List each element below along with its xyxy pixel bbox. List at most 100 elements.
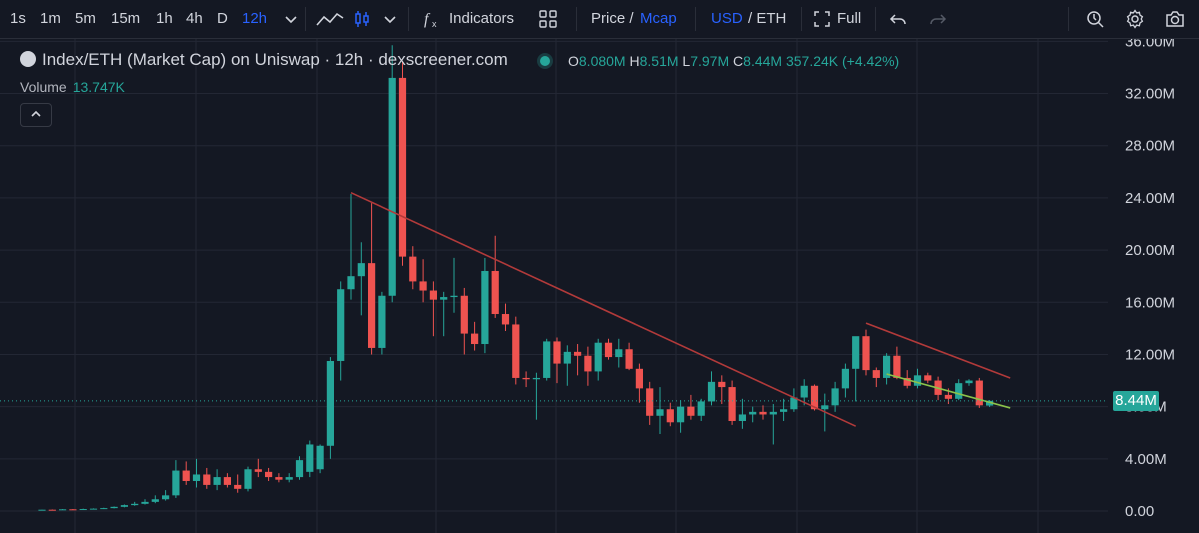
redo-icon[interactable] (928, 9, 948, 29)
interval-15m[interactable]: 15m (111, 10, 141, 27)
candle-body (306, 444, 314, 472)
interval-1h[interactable]: 1h (156, 10, 173, 27)
candle-body (553, 341, 561, 364)
fullscreen-icon[interactable] (812, 9, 832, 29)
candle-body (862, 336, 870, 371)
candle-body (440, 297, 448, 300)
chart-area[interactable]: 0.004.00M8.00M12.00M16.00M20.00M24.00M28… (0, 39, 1199, 533)
y-tick-label: 16.00M (1125, 294, 1175, 311)
candle-body (697, 401, 705, 416)
divider (695, 7, 696, 31)
candle-body (625, 349, 633, 369)
low-value: 7.97M (690, 53, 730, 69)
divider (305, 7, 306, 31)
chevron-up-icon (31, 110, 41, 117)
svg-text:f: f (424, 11, 431, 28)
candle-body (316, 445, 324, 470)
interval-5m[interactable]: 5m (75, 10, 96, 27)
volume-value: 13.747K (72, 79, 125, 95)
divider (408, 7, 409, 31)
candle-body (543, 341, 551, 378)
volume-readout: Volume 13.747K (20, 79, 125, 95)
indicators-button[interactable]: Indicators (449, 10, 515, 27)
candle-body (718, 381, 726, 388)
trendline-resistance (350, 191, 857, 427)
candle-body (810, 385, 819, 410)
eth-toggle[interactable]: / ETH (748, 10, 787, 27)
change-value: 357.24K (+4.42%) (785, 53, 900, 69)
candle-body (409, 256, 417, 282)
candle-body (965, 380, 973, 384)
mcap-toggle[interactable]: Mcap (640, 10, 677, 27)
candle-body (110, 506, 118, 509)
divider (875, 7, 876, 31)
candle-body (131, 503, 139, 506)
candle-body (821, 405, 829, 410)
layout-icon[interactable] (538, 9, 558, 29)
candle-body (151, 499, 159, 502)
trendline-lower-channel (886, 373, 1011, 409)
candle-body (450, 295, 458, 298)
interval-1s[interactable]: 1s (10, 10, 26, 27)
candle-body (398, 77, 407, 257)
candle-body (574, 351, 582, 356)
y-tick-label: 4.00M (1125, 451, 1167, 468)
camera-icon[interactable] (1165, 9, 1185, 29)
chevron-down-icon[interactable] (281, 9, 301, 29)
candle-body (59, 509, 67, 511)
candle-body (295, 460, 304, 478)
candle-body (749, 411, 757, 415)
candle-body (378, 295, 386, 348)
candle-body (975, 380, 983, 406)
interval-d[interactable]: D (217, 10, 228, 27)
candle-body (223, 477, 231, 485)
candlestick-chart[interactable]: 0.004.00M8.00M12.00M16.00M20.00M24.00M28… (0, 39, 1199, 533)
close-value: 8.44M (743, 53, 783, 69)
candle-body (615, 349, 623, 358)
y-tick-label: 36.00M (1125, 39, 1175, 50)
usd-toggle[interactable]: USD (711, 10, 743, 27)
candle-body (656, 409, 664, 416)
open-value: 8.080M (578, 53, 626, 69)
interval-4h[interactable]: 4h (186, 10, 203, 27)
candles-icon[interactable] (352, 9, 372, 29)
settings-icon[interactable] (1125, 9, 1145, 29)
y-tick-label: 28.00M (1125, 138, 1175, 155)
candle-body (182, 470, 190, 481)
candle-body (141, 501, 149, 504)
candle-body (924, 375, 932, 381)
line-chart-icon[interactable] (315, 9, 345, 29)
candle-body (852, 336, 860, 369)
chevron-down-icon[interactable] (380, 9, 400, 29)
divider (1068, 7, 1069, 31)
price-toggle[interactable]: Price / (591, 10, 634, 27)
candle-body (192, 474, 201, 481)
screenshot-icon[interactable] (1085, 9, 1105, 29)
candle-body (172, 470, 180, 496)
candle-body (687, 406, 695, 416)
candle-body (285, 477, 293, 480)
candle-body (501, 314, 510, 325)
high-key: H (629, 53, 640, 69)
candle-body (69, 509, 77, 511)
candle-body (790, 397, 798, 410)
interval-12h[interactable]: 12h (242, 10, 268, 27)
status-dot-icon (540, 56, 550, 66)
interval-1m[interactable]: 1m (40, 10, 61, 27)
candle-body (883, 355, 891, 378)
candle-body (337, 289, 345, 361)
chart-legend-title: Index/ETH (Market Cap) on Uniswap · 12h … (20, 50, 508, 70)
candle-body (728, 387, 736, 421)
candle-body (244, 469, 252, 489)
undo-icon[interactable] (888, 9, 908, 29)
y-tick-label: 32.00M (1125, 86, 1175, 103)
collapse-legend-button[interactable] (20, 103, 52, 127)
token-icon (20, 51, 36, 67)
legend-title: Index/ETH (Market Cap) on Uniswap · 12h … (42, 50, 508, 69)
candle-body (738, 414, 746, 421)
candle-body (986, 400, 994, 406)
candle-body (100, 508, 108, 510)
full-button[interactable]: Full (837, 10, 862, 27)
